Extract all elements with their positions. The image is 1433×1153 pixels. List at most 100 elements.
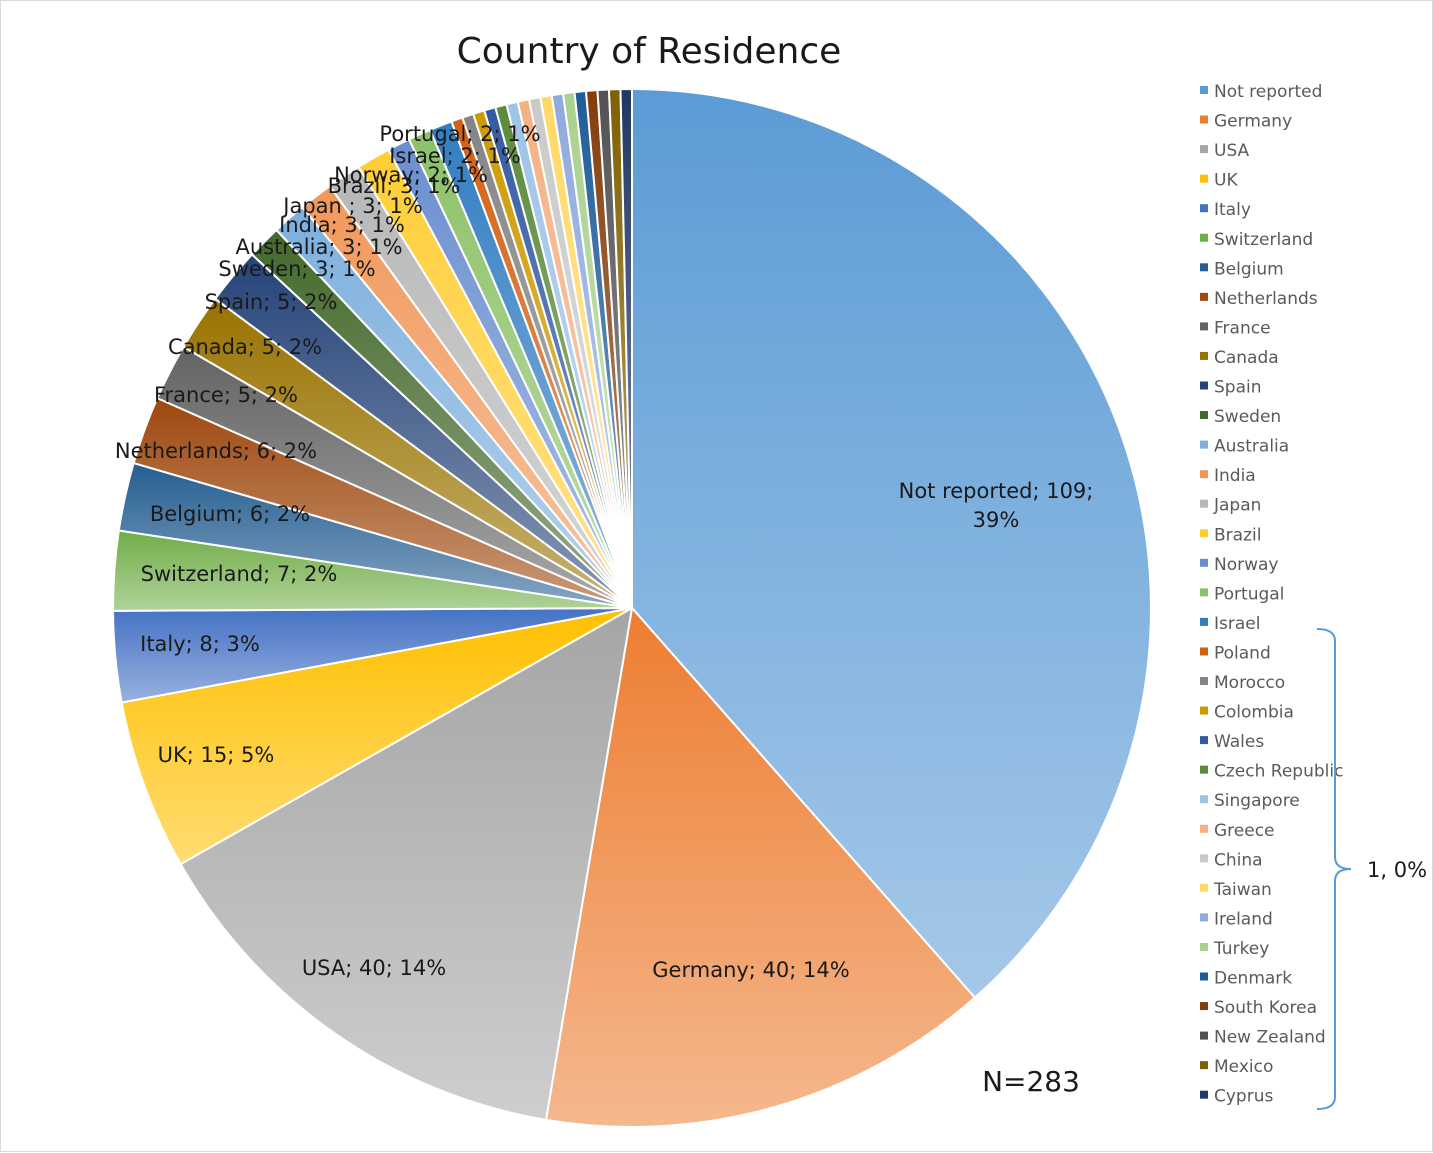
pie-slices <box>112 87 1152 1128</box>
pie-slice-not-reported <box>631 87 1152 1000</box>
legend-swatch <box>1200 883 1208 892</box>
legend-entry: Ireland <box>1214 909 1273 929</box>
pie-slice-germany <box>544 605 977 1128</box>
slice-label-usa: USA; 40; 14% <box>302 956 446 980</box>
legend-entry: Brazil <box>1214 525 1261 545</box>
legend-entry: USA <box>1214 141 1250 161</box>
legend-swatch <box>1200 647 1208 656</box>
legend-swatch <box>1200 351 1208 360</box>
legend-swatch <box>1200 706 1208 715</box>
legend-swatch <box>1200 765 1208 774</box>
legend-swatch <box>1200 677 1208 685</box>
legend-entry: France <box>1214 318 1271 338</box>
legend-entry: Cyprus <box>1214 1087 1273 1107</box>
slice-label-canada: Canada; 5; 2% <box>168 335 322 359</box>
legend-entry: China <box>1214 850 1263 870</box>
legend: Not reported Germany USA UK Italy Switzerland… <box>1189 75 1343 1111</box>
legend-swatch <box>1200 1061 1208 1070</box>
legend-entry: Australia <box>1214 437 1289 457</box>
slice-label-not-reported: Not reported; 109; 39% <box>899 479 1094 532</box>
legend-entry: New Zealand <box>1214 1028 1326 1048</box>
legend-swatch <box>1200 1090 1208 1099</box>
legend-swatch <box>1200 499 1208 508</box>
chart-title: Country of Residence <box>457 31 842 72</box>
legend-entry: Czech Republic <box>1214 762 1343 782</box>
legend-entry: Taiwan <box>1213 880 1272 900</box>
legend-swatch <box>1200 913 1208 922</box>
legend-entry: Canada <box>1214 348 1279 368</box>
slice-label-netherlands: Netherlands; 6; 2% <box>115 439 317 463</box>
legend-swatch <box>1200 322 1208 331</box>
legend-swatch <box>1200 854 1208 863</box>
pie-slice-cyprus <box>619 87 633 609</box>
curly-brace-icon <box>1316 628 1352 1110</box>
legend-swatch <box>1200 381 1208 390</box>
legend-swatch <box>1200 588 1208 597</box>
legend-entry: Turkey <box>1213 939 1269 959</box>
slice-label-india: India; 3; 1% <box>279 213 405 237</box>
legend-swatch <box>1200 942 1208 951</box>
legend-entry: Netherlands <box>1214 289 1318 309</box>
legend-swatch <box>1200 558 1208 567</box>
legend-swatch <box>1200 145 1208 154</box>
legend-entry: Portugal <box>1214 584 1284 604</box>
pie-slice-uk <box>120 607 633 866</box>
sample-size-note: N=283 <box>982 1065 1080 1098</box>
slice-label-switzerland: Switzerland; 7; 2% <box>141 562 338 586</box>
legend-entry: India <box>1214 466 1256 486</box>
slice-label-australia: Australia; 3; 1% <box>235 235 402 259</box>
legend-swatch <box>1200 174 1208 183</box>
slice-label-portugal: Portugal; 2; 1% <box>379 122 540 146</box>
legend-entry: Japan <box>1213 496 1261 516</box>
legend-entry: Germany <box>1214 112 1292 132</box>
legend-entry: Colombia <box>1214 703 1294 723</box>
legend-swatch <box>1200 972 1208 981</box>
legend-entry: Wales <box>1214 732 1264 752</box>
slice-label-brazil: Brazil; 3; 1% <box>328 174 461 198</box>
legend-entry: Mexico <box>1214 1057 1273 1077</box>
legend-swatch <box>1200 233 1208 242</box>
legend-swatch <box>1200 795 1208 804</box>
legend-swatch <box>1200 440 1208 449</box>
slice-label-spain: Spain; 5; 2% <box>205 290 338 314</box>
legend-entry: South Korea <box>1214 998 1317 1018</box>
legend-entry: UK <box>1214 171 1238 191</box>
slice-label-norway: Norway; 2; 1% <box>334 163 488 187</box>
legend-entry: Switzerland <box>1214 230 1313 250</box>
legend-entry: Not reported <box>1214 82 1322 102</box>
legend-swatch <box>1200 263 1208 272</box>
legend-swatch <box>1200 411 1208 420</box>
legend-entry: Singapore <box>1214 791 1300 811</box>
slice-label-belgium: Belgium; 6; 2% <box>150 502 310 526</box>
legend-entry: Norway <box>1214 555 1279 575</box>
pie-slice-usa <box>179 606 634 1121</box>
slice-label-israel: Israel; 2; 1% <box>389 144 521 168</box>
slice-label-japan: Japan ; 3; 1% <box>281 194 422 218</box>
legend-entry: Denmark <box>1214 969 1292 989</box>
legend-swatch <box>1200 1002 1208 1011</box>
slice-label-france: France; 5; 2% <box>154 383 298 407</box>
slice-label-germany: Germany; 40; 14% <box>652 958 849 982</box>
legend-swatch <box>1200 292 1208 301</box>
legend-swatch <box>1200 824 1208 833</box>
group-annotation: 1, 0% <box>1367 858 1427 882</box>
legend-entry: Morocco <box>1214 673 1285 693</box>
legend-entry: Belgium <box>1214 259 1284 279</box>
legend-swatch <box>1200 529 1208 538</box>
slice-label-uk: UK; 15; 5% <box>158 743 275 767</box>
legend-entry: Spain <box>1214 378 1262 398</box>
legend-background <box>1189 75 1337 1111</box>
legend-swatch <box>1200 736 1208 745</box>
legend-swatch <box>1200 86 1208 94</box>
legend-entry: Poland <box>1214 643 1271 663</box>
legend-swatch <box>1200 470 1208 479</box>
legend-entry: Greece <box>1214 821 1275 841</box>
slice-label-sweden: Sweden; 3; 1% <box>218 257 375 281</box>
legend-entry: Israel <box>1214 614 1260 634</box>
legend-swatch <box>1200 617 1208 626</box>
slice-label-italy: Italy; 8; 3% <box>140 632 260 656</box>
legend-swatch <box>1200 1031 1208 1040</box>
legend-entry: Italy <box>1214 200 1251 220</box>
legend-swatch <box>1200 115 1208 124</box>
